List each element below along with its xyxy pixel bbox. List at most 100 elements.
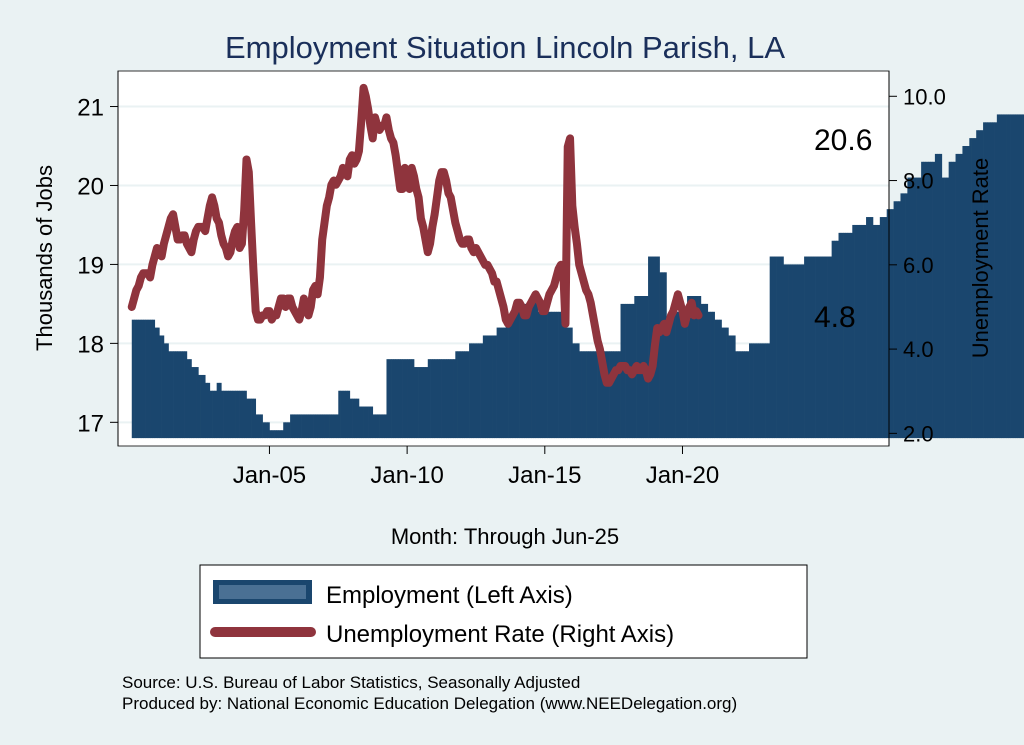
employment-bar <box>934 153 938 439</box>
employment-bar <box>1017 114 1021 439</box>
employment-bar <box>388 359 392 439</box>
employment-bar <box>907 177 911 439</box>
employment-bar <box>648 256 651 439</box>
employment-bar <box>950 161 954 439</box>
employment-bar <box>140 319 144 439</box>
employment-bar <box>792 264 796 439</box>
right-tick-label: 6.0 <box>903 253 934 278</box>
employment-bar <box>721 327 725 439</box>
employment-bar <box>691 296 695 439</box>
employment-bar <box>909 177 913 439</box>
employment-bar <box>352 398 355 439</box>
employment-bar <box>836 240 839 439</box>
employment-bar <box>425 367 429 439</box>
employment-bar <box>682 319 686 439</box>
employment-bar <box>280 430 284 439</box>
employment-bar <box>457 351 461 439</box>
employment-bar <box>946 177 950 439</box>
employment-bar <box>161 335 165 439</box>
employment-bar <box>941 177 945 439</box>
employment-bar <box>776 256 780 439</box>
employment-bar <box>308 414 312 439</box>
employment-bar <box>579 351 582 439</box>
employment-bar <box>831 240 835 439</box>
source-note: Source: U.S. Bureau of Labor Statistics,… <box>122 673 580 692</box>
employment-bar <box>244 390 247 439</box>
employment-bar <box>528 303 532 439</box>
employment-bar <box>788 264 791 439</box>
employment-bar <box>228 390 231 439</box>
employment-bar <box>797 264 800 439</box>
employment-bar <box>1003 114 1007 439</box>
employment-bar <box>471 343 475 439</box>
chart-title: Employment Situation Lincoln Parish, LA <box>225 30 785 65</box>
employment-bar <box>237 390 240 439</box>
employment-bar <box>531 296 534 439</box>
employment-bar <box>200 374 204 439</box>
employment-bar <box>492 335 495 439</box>
employment-bar <box>303 414 307 439</box>
employment-bar <box>753 343 757 439</box>
employment-bar <box>606 351 610 439</box>
employment-bar <box>290 414 293 439</box>
employment-bar <box>925 161 929 439</box>
employment-bar <box>207 382 211 439</box>
employment-bars <box>131 114 1024 439</box>
employment-bar <box>774 256 777 439</box>
employment-bar <box>716 319 720 439</box>
employment-bar <box>299 414 302 439</box>
employment-bar <box>937 153 940 439</box>
employment-bar <box>659 272 663 439</box>
employment-bar <box>563 311 566 439</box>
employment-bar <box>278 430 282 439</box>
employment-bar <box>253 398 257 439</box>
employment-bar <box>544 311 548 439</box>
employment-bar <box>567 327 571 439</box>
employment-bar <box>973 138 977 439</box>
employment-bar <box>154 327 158 439</box>
employment-bar <box>677 311 681 439</box>
employment-bar <box>801 264 805 439</box>
employment-bar <box>521 311 525 439</box>
employment-bar <box>147 319 151 439</box>
employment-bar <box>345 390 348 439</box>
employment-bar <box>365 406 369 439</box>
left-tick-label: 18 <box>77 331 104 358</box>
employment-bar <box>794 264 798 439</box>
employment-bar <box>478 343 481 439</box>
employment-bar <box>866 217 869 439</box>
employment-bar <box>519 311 523 439</box>
employment-bar <box>386 359 390 439</box>
employment-bar <box>994 122 998 439</box>
employment-bar <box>267 422 270 439</box>
employment-bar <box>849 232 853 439</box>
employment-bar <box>760 343 764 439</box>
legend: Employment (Left Axis) Unemployment Rate… <box>199 564 808 659</box>
employment-bar <box>877 224 881 439</box>
employment-bar <box>673 311 676 439</box>
employment-bar <box>205 382 208 439</box>
employment-bar <box>749 343 752 439</box>
left-tick-label: 19 <box>77 252 104 279</box>
employment-bar <box>693 296 697 439</box>
employment-bar <box>524 303 527 439</box>
employment-bar <box>778 256 782 439</box>
employment-bar <box>342 390 346 439</box>
employment-bar <box>916 177 920 439</box>
employment-bar <box>985 122 989 439</box>
employment-bar <box>335 414 339 439</box>
employment-bar <box>439 359 442 439</box>
employment-bar <box>430 359 433 439</box>
employment-bar <box>840 232 844 439</box>
employment-bar <box>710 311 713 439</box>
employment-bar <box>306 414 309 439</box>
employment-bar <box>319 414 323 439</box>
employment-bar <box>914 177 917 439</box>
x-tick-label: Jan-15 <box>508 462 581 489</box>
employment-bar <box>742 351 745 439</box>
employment-bar <box>409 359 413 439</box>
employment-bar <box>696 296 699 439</box>
employment-bar <box>379 414 383 439</box>
employment-bar <box>292 414 296 439</box>
employment-bar <box>806 256 810 439</box>
